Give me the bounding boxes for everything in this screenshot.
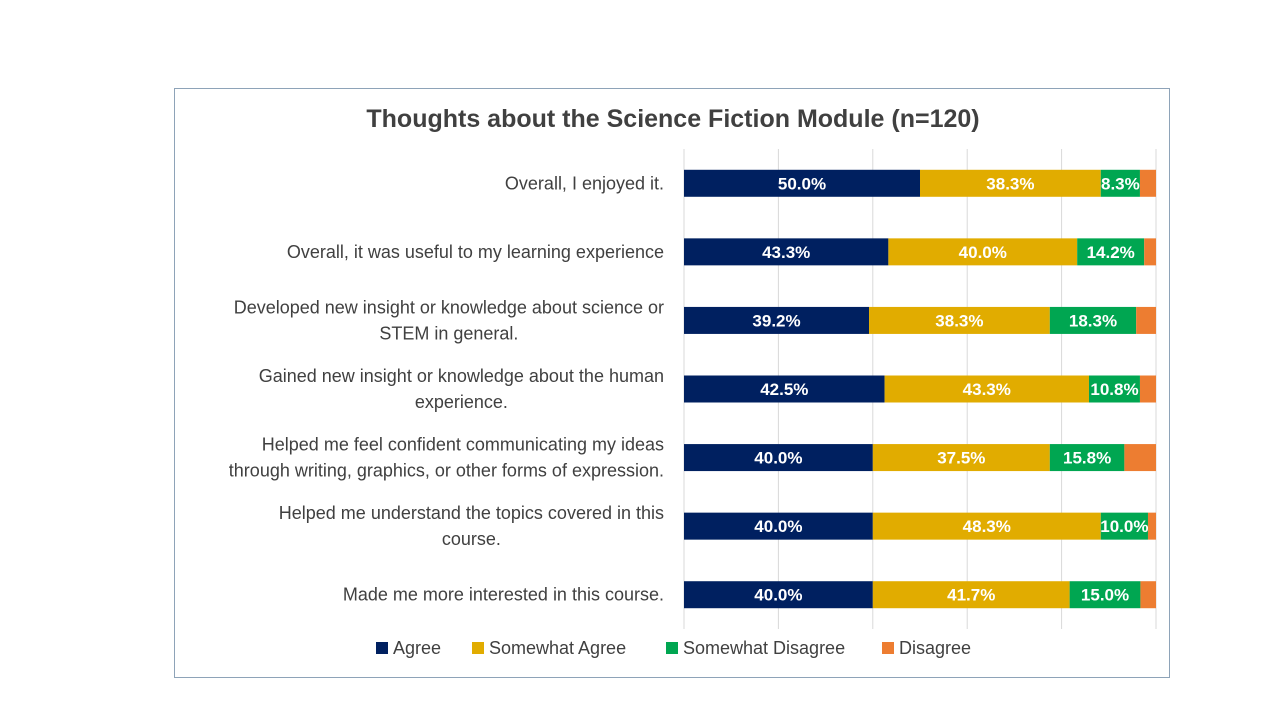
data-label-somewhat-agree: 38.3% bbox=[935, 311, 983, 330]
data-label-somewhat-disagree: 10.0% bbox=[1100, 517, 1148, 536]
bar-agree bbox=[684, 444, 873, 472]
bar-somewhat-disagree bbox=[1088, 375, 1140, 403]
bar-somewhat-agree bbox=[884, 375, 1089, 403]
bar-somewhat-agree bbox=[869, 306, 1050, 334]
bar-agree bbox=[684, 169, 920, 197]
data-label-somewhat-agree: 37.5% bbox=[937, 449, 985, 468]
bar-disagree bbox=[1144, 238, 1156, 266]
data-label-agree: 40.0% bbox=[754, 586, 802, 605]
data-label-somewhat-agree: 38.3% bbox=[986, 174, 1034, 193]
bar-somewhat-disagree bbox=[1049, 306, 1137, 334]
category-label: Developed new insight or knowledge about… bbox=[234, 297, 664, 343]
bar-somewhat-disagree bbox=[1100, 169, 1140, 197]
bar-disagree bbox=[1147, 512, 1156, 540]
bar-agree bbox=[684, 581, 873, 609]
legend-swatch-disagree bbox=[882, 642, 894, 654]
data-label-somewhat-disagree: 8.3% bbox=[1101, 174, 1140, 193]
legend-label-agree: Agree bbox=[393, 638, 441, 658]
bar-somewhat-agree bbox=[872, 512, 1101, 540]
data-label-agree: 40.0% bbox=[754, 517, 802, 536]
chart-svg: Thoughts about the Science Fiction Modul… bbox=[229, 105, 1157, 658]
chart-frame: Thoughts about the Science Fiction Modul… bbox=[174, 88, 1170, 678]
data-label-somewhat-agree: 48.3% bbox=[963, 517, 1011, 536]
bar-disagree bbox=[1124, 444, 1156, 472]
bar-agree bbox=[684, 512, 873, 540]
bar-disagree bbox=[1140, 581, 1156, 609]
bar-disagree bbox=[1139, 169, 1156, 197]
bar-somewhat-agree bbox=[872, 444, 1050, 472]
data-label-somewhat-disagree: 18.3% bbox=[1069, 311, 1117, 330]
category-label: Overall, I enjoyed it. bbox=[505, 173, 664, 193]
data-label-somewhat-agree: 40.0% bbox=[959, 243, 1007, 262]
bar-somewhat-agree bbox=[888, 238, 1078, 266]
category-label: Made me more interested in this course. bbox=[343, 585, 664, 605]
legend-swatch-agree bbox=[376, 642, 388, 654]
data-label-somewhat-disagree: 10.8% bbox=[1090, 380, 1138, 399]
chart-title: Thoughts about the Science Fiction Modul… bbox=[366, 105, 979, 133]
data-label-somewhat-agree: 41.7% bbox=[947, 586, 995, 605]
legend-label-somewhat-agree: Somewhat Agree bbox=[489, 638, 626, 658]
category-label: Overall, it was useful to my learning ex… bbox=[287, 242, 664, 262]
category-label: Gained new insight or knowledge about th… bbox=[259, 366, 664, 412]
legend-swatch-somewhat-agree bbox=[472, 642, 484, 654]
bar-somewhat-disagree bbox=[1069, 581, 1141, 609]
bar-agree bbox=[684, 238, 889, 266]
bar-somewhat-disagree bbox=[1049, 444, 1125, 472]
data-label-somewhat-agree: 43.3% bbox=[963, 380, 1011, 399]
bar-somewhat-disagree bbox=[1100, 512, 1148, 540]
bar-disagree bbox=[1139, 375, 1156, 403]
legend-swatch-somewhat-disagree bbox=[666, 642, 678, 654]
data-label-agree: 43.3% bbox=[762, 243, 810, 262]
bar-somewhat-disagree bbox=[1077, 238, 1145, 266]
bar-somewhat-agree bbox=[920, 169, 1101, 197]
category-label: Helped me feel confident communicating m… bbox=[229, 435, 664, 481]
data-label-agree: 40.0% bbox=[754, 449, 802, 468]
bar-agree bbox=[684, 306, 870, 334]
data-label-agree: 50.0% bbox=[778, 174, 826, 193]
data-label-somewhat-disagree: 15.0% bbox=[1081, 586, 1129, 605]
data-label-agree: 39.2% bbox=[752, 311, 800, 330]
bar-disagree bbox=[1136, 306, 1156, 334]
legend-label-somewhat-disagree: Somewhat Disagree bbox=[683, 638, 845, 658]
bar-somewhat-agree bbox=[872, 581, 1070, 609]
data-label-agree: 42.5% bbox=[760, 380, 808, 399]
legend-label-disagree: Disagree bbox=[899, 638, 971, 658]
category-label: Helped me understand the topics covered … bbox=[279, 503, 664, 549]
data-label-somewhat-disagree: 15.8% bbox=[1063, 449, 1111, 468]
data-label-somewhat-disagree: 14.2% bbox=[1087, 243, 1135, 262]
bar-agree bbox=[684, 375, 885, 403]
